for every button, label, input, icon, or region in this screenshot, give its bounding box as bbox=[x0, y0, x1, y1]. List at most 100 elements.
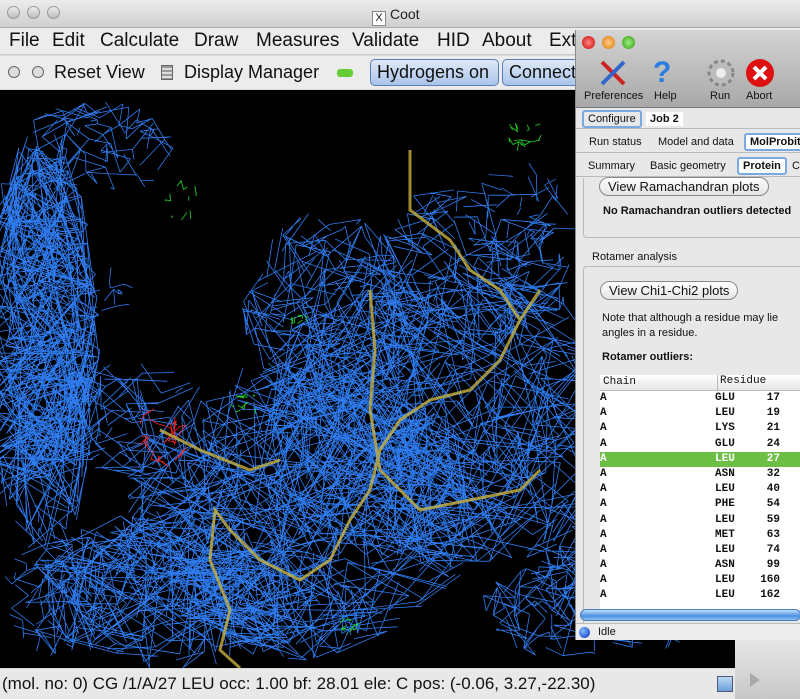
table-row[interactable]: A GLU 17 bbox=[600, 391, 800, 406]
table-row[interactable]: A GLU 24 bbox=[600, 437, 800, 452]
help-icon: ? bbox=[653, 56, 672, 89]
model-backbone bbox=[159, 150, 542, 670]
table-row[interactable]: A LEU 74 bbox=[600, 543, 800, 558]
chain-cell: A bbox=[600, 498, 607, 511]
minimize-window-button[interactable] bbox=[602, 36, 615, 49]
table-row[interactable]: A LEU 27 bbox=[600, 451, 800, 467]
zoom-window-button[interactable] bbox=[47, 6, 60, 19]
residue-name-cell: LEU bbox=[715, 574, 735, 587]
table-row[interactable]: A LEU 40 bbox=[600, 482, 800, 497]
close-window-button[interactable] bbox=[7, 6, 20, 19]
job-status-bar: Idle bbox=[576, 623, 800, 640]
tab-molprobity[interactable]: MolProbit bbox=[744, 133, 800, 151]
menu-about[interactable]: About bbox=[482, 30, 532, 51]
menu-file[interactable]: File bbox=[9, 30, 40, 51]
electron-density-map bbox=[0, 101, 766, 670]
play-icon[interactable] bbox=[8, 66, 20, 78]
hydrogens-toggle-button[interactable]: Hydrogens on bbox=[370, 59, 499, 86]
chain-cell: A bbox=[600, 574, 607, 587]
play-icon[interactable] bbox=[750, 673, 760, 687]
residue-number-cell: 59 bbox=[766, 513, 780, 526]
minimize-window-button[interactable] bbox=[27, 6, 40, 19]
reset-view-button[interactable]: Reset View bbox=[54, 62, 145, 82]
close-window-button[interactable] bbox=[582, 36, 595, 49]
menu-draw[interactable]: Draw bbox=[194, 30, 239, 51]
residue-number-cell: 160 bbox=[760, 574, 780, 587]
tab-configure[interactable]: Configure bbox=[582, 110, 642, 128]
difference-map-positive bbox=[508, 122, 542, 151]
run-gear-icon bbox=[707, 59, 735, 87]
column-chain[interactable]: Chain bbox=[603, 376, 637, 388]
residue-name-cell: LEU bbox=[715, 589, 735, 602]
residue-name-cell: ASN bbox=[715, 559, 735, 572]
tab-model-and-data[interactable]: Model and data bbox=[658, 136, 734, 148]
status-bar: (mol. no: 0) CG /1/A/27 LEU occ: 1.00 bf… bbox=[0, 669, 800, 699]
chain-cell: A bbox=[600, 437, 607, 450]
menu-extensions[interactable]: Ext bbox=[549, 30, 577, 51]
tab-protein[interactable]: Protein bbox=[737, 157, 787, 175]
abort-button[interactable]: Abort bbox=[746, 90, 773, 102]
table-row[interactable]: A PHE 54 bbox=[600, 497, 800, 512]
residue-number-cell: 63 bbox=[766, 528, 780, 541]
view-ramachandran-plots-button[interactable]: View Ramachandran plots bbox=[599, 177, 769, 196]
zoom-window-button[interactable] bbox=[622, 36, 635, 49]
residue-number-cell: 17 bbox=[766, 392, 780, 404]
note-line-2: angles in a residue. bbox=[602, 327, 698, 339]
tab-summary[interactable]: Summary bbox=[588, 160, 636, 172]
tab-basic-geometry[interactable]: Basic geometry bbox=[650, 160, 726, 172]
status-dot-icon bbox=[579, 627, 590, 638]
residue-number-cell: 162 bbox=[760, 589, 780, 602]
difference-map-positive bbox=[164, 180, 197, 221]
table-row[interactable]: A LEU 160 bbox=[600, 573, 800, 588]
column-residue[interactable]: Residue bbox=[717, 375, 766, 391]
menu-hid[interactable]: HID bbox=[437, 30, 470, 51]
table-row[interactable]: A LEU 59 bbox=[600, 513, 800, 528]
table-row[interactable]: A ASN 32 bbox=[600, 467, 800, 482]
table-row[interactable]: A ASN 99 bbox=[600, 558, 800, 573]
help-button[interactable]: Help bbox=[654, 90, 677, 102]
chain-cell: A bbox=[600, 589, 607, 602]
table-row[interactable]: A LEU 19 bbox=[600, 406, 800, 421]
chain-cell: A bbox=[600, 392, 607, 404]
difference-map-negative bbox=[139, 408, 187, 467]
tab-job-2[interactable]: Job 2 bbox=[646, 112, 683, 126]
abort-icon bbox=[746, 59, 774, 87]
residue-number-cell: 24 bbox=[766, 437, 780, 450]
tab-run-status[interactable]: Run status bbox=[589, 136, 642, 148]
residue-number-cell: 21 bbox=[766, 422, 780, 435]
menu-edit[interactable]: Edit bbox=[52, 30, 85, 51]
atom-info-text: (mol. no: 0) CG /1/A/27 LEU occ: 1.00 bf… bbox=[2, 674, 596, 693]
ramachandran-message: No Ramachandran outliers detected bbox=[603, 205, 792, 217]
chain-cell: A bbox=[600, 513, 607, 526]
table-row[interactable]: A LEU 162 bbox=[600, 588, 800, 603]
display-manager-button[interactable]: Display Manager bbox=[184, 62, 320, 82]
menu-validate[interactable]: Validate bbox=[352, 30, 420, 51]
preferences-button[interactable]: Preferences bbox=[584, 90, 644, 102]
tab-clashes[interactable]: Cl bbox=[792, 160, 800, 172]
rotamer-outliers-label: Rotamer outliers: bbox=[602, 351, 694, 363]
residue-name-cell: PHE bbox=[715, 498, 735, 511]
ramachandran-group bbox=[583, 178, 800, 238]
stop-icon[interactable] bbox=[32, 66, 44, 78]
residue-number-cell: 74 bbox=[766, 543, 780, 556]
menu-calculate[interactable]: Calculate bbox=[100, 30, 180, 51]
report-tabs: Run status Model and data MolProbit bbox=[576, 133, 800, 153]
preferences-tools-icon bbox=[600, 60, 626, 86]
note-line-1: Note that although a residue may lie bbox=[602, 312, 779, 324]
table-header: Chain Residue bbox=[600, 375, 800, 391]
residue-name-cell: LEU bbox=[715, 513, 735, 526]
ccp4-job-window: ? Preferences Help Run Abort Configure J… bbox=[575, 30, 800, 640]
chain-cell: A bbox=[600, 528, 607, 541]
table-row[interactable]: A LYS 21 bbox=[600, 421, 800, 436]
view-chi1-chi2-plots-button[interactable]: View Chi1-Chi2 plots bbox=[600, 281, 739, 300]
map-mesh bbox=[242, 213, 409, 428]
table-row[interactable]: A MET 63 bbox=[600, 528, 800, 543]
chain-cell: A bbox=[600, 483, 607, 496]
residue-number-cell: 40 bbox=[766, 483, 780, 496]
difference-map-positive bbox=[230, 393, 256, 414]
chain-cell: A bbox=[600, 452, 607, 465]
rotamer-section-title: Rotamer analysis bbox=[592, 251, 677, 263]
menu-measures[interactable]: Measures bbox=[256, 30, 340, 51]
map-mesh bbox=[0, 136, 101, 567]
run-button[interactable]: Run bbox=[710, 90, 731, 102]
